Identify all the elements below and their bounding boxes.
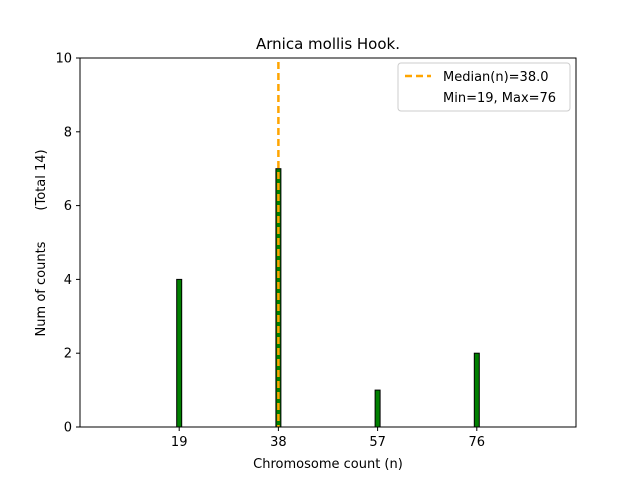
x-tick-label-57: 57 — [369, 435, 386, 450]
axes-frame — [79, 57, 577, 428]
y-tick-label-8: 8 — [64, 125, 72, 140]
y-tick-label-10: 10 — [55, 52, 72, 67]
bar-19 — [176, 278, 183, 428]
x-tick-label-38: 38 — [270, 435, 287, 450]
y-axis-total-note: (Total 14) — [34, 149, 49, 210]
legend-median-label: Median(n)=38.0 — [443, 70, 549, 85]
x-axis-label: Chromosome count (n) — [253, 457, 403, 472]
bar-57 — [374, 389, 381, 428]
legend: Median(n)=38.0 Min=19, Max=76 — [397, 62, 571, 112]
chart-title: Arnica mollis Hook. — [256, 35, 400, 53]
x-tick-label-76: 76 — [469, 435, 486, 450]
legend-range-label: Min=19, Max=76 — [443, 91, 556, 106]
y-tick-label-4: 4 — [64, 273, 72, 288]
plot-area: 19 38 57 76 0 2 4 6 8 10 — [55, 52, 577, 450]
legend-box — [397, 62, 571, 112]
y-tick-label-2: 2 — [64, 347, 72, 362]
y-axis-label: Num of counts — [34, 241, 49, 336]
bar-76 — [473, 352, 480, 428]
y-tick-label-6: 6 — [64, 199, 72, 214]
x-tick-label-19: 19 — [171, 435, 188, 450]
y-tick-label-0: 0 — [64, 421, 72, 436]
